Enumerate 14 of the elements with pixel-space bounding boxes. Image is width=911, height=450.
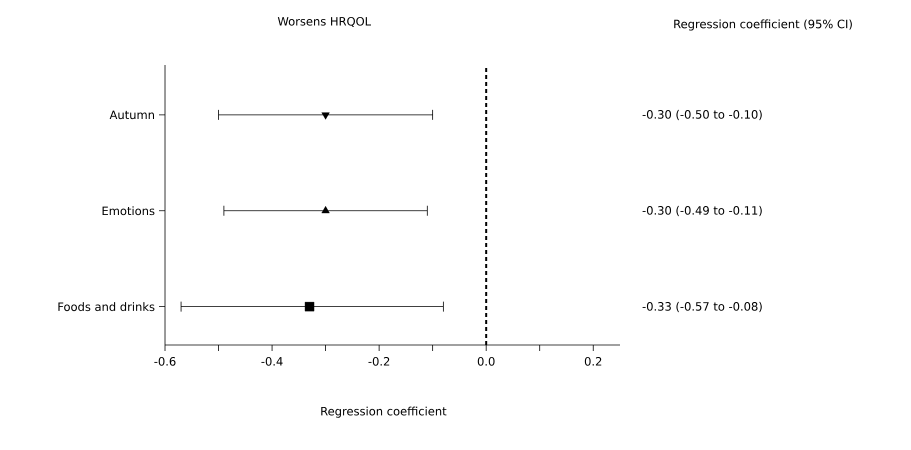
text: -0.30 (-0.50 to -0.10): [642, 110, 762, 120]
x-tick-label: -0.4: [261, 357, 283, 366]
y-tick-label: Autumn: [110, 110, 154, 120]
x-tick-label: 0.2: [584, 357, 602, 366]
x-tick-label: -0.2: [368, 357, 390, 366]
text: -0.30 (-0.49 to -0.11): [642, 206, 762, 216]
text: -0.33 (-0.57 to -0.08): [642, 302, 762, 312]
y-tick-label: Emotions: [102, 206, 154, 216]
x-tick-label: 0.0: [478, 357, 495, 366]
x-axis-title: Regression coefficient: [321, 406, 446, 418]
chart-title: Worsens HRQOL: [278, 16, 371, 27]
text: Regression coefficient (95% CI): [674, 19, 852, 31]
y-tick-label: Foods and drinks: [58, 302, 154, 312]
x-tick-label: -0.6: [154, 357, 176, 366]
